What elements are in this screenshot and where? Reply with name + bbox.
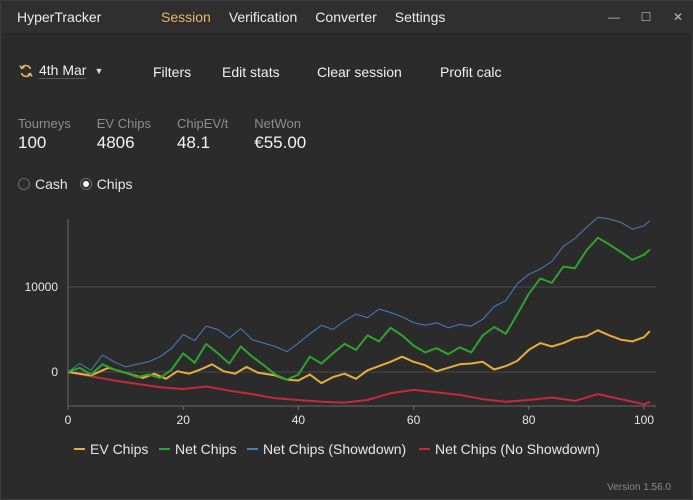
session-stats: Tourneys 100 EV Chips 4806 ChipEV/t 48.1… (18, 116, 332, 153)
stat-label: Tourneys (18, 116, 71, 131)
window-controls: — ☐ ✕ (598, 1, 693, 33)
mode-selector: Cash Chips (18, 176, 144, 192)
toolbar: 4th Mar ▼ Filters Edit stats Clear sessi… (1, 59, 693, 87)
title-bar: HyperTracker Session Verification Conver… (1, 1, 693, 33)
legend-label: Net Chips (No Showdown) (435, 441, 600, 457)
stat-value: €55.00 (254, 133, 307, 152)
close-icon[interactable]: ✕ (672, 10, 684, 24)
series-line-net-chips-no-showdown (67, 371, 651, 406)
x-tick-label: 60 (407, 413, 421, 427)
stat-label: ChipEV/t (176, 116, 229, 131)
stat-netwon: NetWon €55.00 (254, 116, 306, 153)
clear-session-button[interactable]: Clear session (317, 64, 402, 80)
menu-verification[interactable]: Verification (228, 9, 298, 25)
minimize-icon[interactable]: — (608, 10, 620, 24)
y-tick-label: 0 (51, 365, 58, 379)
series-line-net-chips (67, 236, 651, 381)
series-line-ev-chips (67, 329, 651, 385)
legend-label: EV Chips (90, 441, 148, 457)
radio-label[interactable]: Cash (35, 176, 68, 192)
x-tick-label: 100 (634, 413, 654, 427)
stat-tourneys: Tourneys 100 (18, 116, 71, 153)
x-tick-label: 40 (292, 413, 306, 427)
radio-circle-icon[interactable] (18, 178, 30, 190)
menu-settings[interactable]: Settings (394, 9, 446, 25)
stat-value: 100 (18, 133, 47, 152)
profit-calc-button[interactable]: Profit calc (440, 64, 502, 80)
legend-label: Net Chips (175, 441, 236, 457)
series-line-net-chips-showdown (67, 216, 651, 373)
x-tick-label: 80 (522, 413, 536, 427)
session-chart: 0 10000 0 20 40 60 80 100 EV Chips Net Chips Net C… (25, 216, 656, 457)
stat-label: NetWon (254, 116, 301, 131)
version-label: Version 1.56.0 (607, 482, 671, 493)
edit-stats-button[interactable]: Edit stats (222, 64, 280, 80)
stat-label: EV Chips (96, 116, 151, 131)
stat-value: 4806 (96, 133, 135, 152)
radio-circle-icon[interactable] (79, 178, 92, 190)
stat-chipev-per-t: ChipEV/t 48.1 (177, 116, 228, 153)
stat-value: 48.1 (176, 133, 211, 152)
filters-button[interactable]: Filters (153, 64, 192, 80)
radio-cash[interactable]: Cash (18, 176, 68, 192)
x-tick-label: 0 (65, 413, 72, 427)
maximize-icon[interactable]: ☐ (640, 10, 652, 24)
menu-session[interactable]: Session (161, 9, 211, 25)
y-tick-label: 10000 (25, 280, 59, 294)
date-label[interactable]: 4th Mar (39, 62, 87, 79)
legend-label: Net Chips (Showdown) (263, 441, 406, 457)
radio-label[interactable]: Chips (96, 176, 133, 192)
main-menu: Session Verification Converter Settings (161, 9, 463, 25)
chevron-down-icon[interactable]: ▼ (94, 65, 104, 76)
date-selector[interactable]: 4th Mar ▼ (19, 62, 103, 79)
stat-ev-chips: EV Chips 4806 (97, 116, 151, 153)
x-tick-label: 20 (177, 413, 191, 427)
radio-chips[interactable]: Chips (79, 176, 133, 192)
refresh-icon[interactable] (19, 64, 33, 78)
menu-converter[interactable]: Converter (315, 9, 377, 25)
app-title: HyperTracker (17, 9, 102, 25)
